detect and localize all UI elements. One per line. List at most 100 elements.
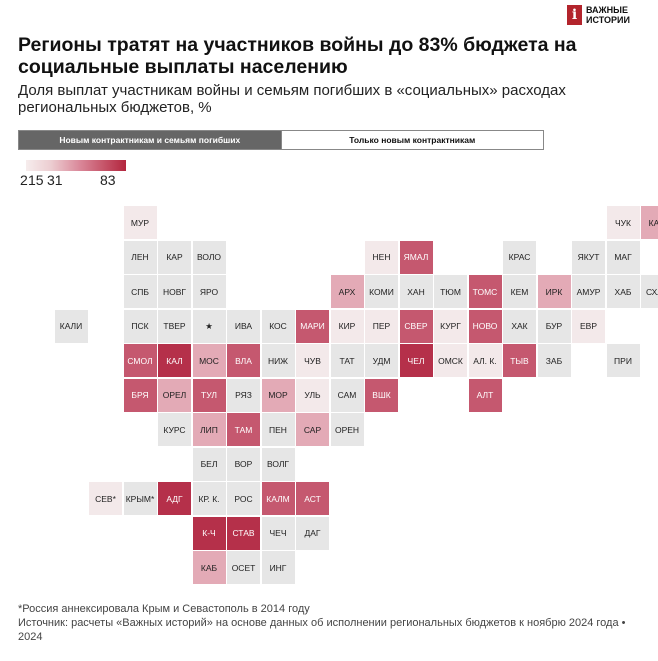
region-tile[interactable]: ★: [192, 309, 226, 343]
region-tile[interactable]: РЯЗ: [227, 378, 260, 412]
region-tile[interactable]: ДАГ: [296, 516, 329, 550]
region-tile[interactable]: ХАБ: [606, 275, 640, 308]
brand-name: ВАЖНЫЕ ИСТОРИИ: [586, 5, 630, 25]
region-tile[interactable]: КР. К.: [192, 482, 226, 515]
map-title: Регионы тратят на участников войны до 83…: [18, 34, 577, 78]
map-subtitle: Доля выплат участникам войны и семьям по…: [18, 82, 566, 116]
region-tile[interactable]: ПРИ: [606, 344, 640, 377]
region-tile[interactable]: ЗАБ: [537, 344, 571, 377]
region-tile[interactable]: ТВЕР: [158, 309, 191, 343]
region-tile[interactable]: СХЛН: [641, 275, 658, 308]
region-tile[interactable]: КИР: [330, 309, 364, 343]
region-tile[interactable]: ПСК: [123, 309, 157, 343]
region-tile[interactable]: САМ: [330, 378, 364, 412]
region-tile[interactable]: КАЛ: [158, 344, 191, 377]
region-tile[interactable]: ТЫВ: [503, 344, 536, 377]
region-tile[interactable]: ВШК: [365, 378, 398, 412]
region-tile[interactable]: КОМИ: [365, 275, 398, 308]
region-tile[interactable]: РОС: [227, 482, 260, 515]
region-tile[interactable]: АМУР: [572, 275, 605, 308]
region-tile[interactable]: МАГ: [606, 240, 640, 274]
region-tile[interactable]: НОВГ: [158, 275, 191, 308]
region-tile[interactable]: ТОМС: [468, 275, 502, 308]
region-tile[interactable]: СЕВ*: [89, 482, 122, 515]
region-tile[interactable]: СПБ: [123, 275, 157, 308]
footnotes: *Россия аннексировала Крым и Севастополь…: [18, 602, 628, 644]
color-legend: 2 15 31 83: [18, 160, 128, 190]
region-tile[interactable]: КАР: [158, 240, 191, 274]
region-tile[interactable]: НОВО: [468, 309, 502, 343]
region-tile[interactable]: ОРЕН: [330, 413, 364, 446]
region-tile[interactable]: АСТ: [296, 482, 329, 515]
region-tile[interactable]: ИНГ: [261, 551, 295, 584]
brand-logo: i ВАЖНЫЕ ИСТОРИИ: [567, 5, 642, 25]
region-tile[interactable]: КАЛМ: [261, 482, 295, 515]
region-tile[interactable]: ОМСК: [434, 344, 467, 377]
annexation-note: *Россия аннексировала Крым и Севастополь…: [18, 603, 310, 615]
region-tile[interactable]: ВОР: [227, 447, 260, 481]
region-tile[interactable]: БРЯ: [123, 378, 157, 412]
region-tile[interactable]: КРЫМ*: [123, 482, 157, 515]
region-tile[interactable]: ЯРО: [192, 275, 226, 308]
region-tile[interactable]: МОР: [261, 378, 295, 412]
region-tile[interactable]: ХАК: [503, 309, 536, 343]
region-tile[interactable]: ВЛА: [227, 344, 260, 377]
region-tile[interactable]: ЛЕН: [123, 240, 157, 274]
region-tile[interactable]: ЧУВ: [296, 344, 329, 377]
region-tile[interactable]: АЛ. К.: [468, 344, 502, 377]
region-tile[interactable]: ЛИП: [192, 413, 226, 446]
region-tile[interactable]: ТЮМ: [434, 275, 467, 308]
tab-new-contractors-only[interactable]: Только новым контрактникам: [280, 131, 543, 149]
region-tile[interactable]: ПЕН: [261, 413, 295, 446]
region-tile[interactable]: СВЕР: [399, 309, 433, 343]
legend-gradient: [26, 160, 126, 171]
region-tile[interactable]: ВОЛГ: [261, 447, 295, 481]
source-note: Источник: расчеты «Важных историй» на ос…: [18, 617, 626, 643]
tab-contractors-and-families[interactable]: Новым контрактникам и семьям погибших: [19, 131, 281, 149]
region-tile[interactable]: СТАВ: [227, 516, 260, 550]
region-tile[interactable]: НЕН: [365, 240, 398, 274]
region-tile[interactable]: К-Ч: [192, 516, 226, 550]
region-tile[interactable]: МОС: [192, 344, 226, 377]
region-tile[interactable]: ТАМ: [227, 413, 260, 446]
region-tile[interactable]: ПЕР: [365, 309, 398, 343]
region-tile[interactable]: КУРС: [158, 413, 191, 446]
region-tile[interactable]: АЛТ: [468, 378, 502, 412]
region-tile[interactable]: МУР: [123, 206, 157, 239]
region-tile[interactable]: ЕВР: [572, 309, 605, 343]
region-tile[interactable]: ИВА: [227, 309, 260, 343]
region-tile[interactable]: ОРЕЛ: [158, 378, 191, 412]
region-tile[interactable]: ОСЕТ: [227, 551, 260, 584]
region-tile[interactable]: КАМ: [641, 206, 658, 239]
region-tile[interactable]: АРХ: [330, 275, 364, 308]
view-tabs: Новым контрактникам и семьям погибших То…: [18, 130, 544, 150]
region-tile[interactable]: КАБ: [192, 551, 226, 584]
region-tile[interactable]: СМОЛ: [123, 344, 157, 377]
region-tile[interactable]: КУРГ: [434, 309, 467, 343]
region-tile[interactable]: АДГ: [158, 482, 191, 515]
region-tile[interactable]: ЧЕЛ: [399, 344, 433, 377]
legend-label-min: 2: [20, 172, 28, 188]
region-tile[interactable]: ВОЛО: [192, 240, 226, 274]
region-tile[interactable]: ХАН: [399, 275, 433, 308]
region-tile[interactable]: ЯМАЛ: [399, 240, 433, 274]
region-tile[interactable]: ТАТ: [330, 344, 364, 377]
region-tile[interactable]: МАРИ: [296, 309, 329, 343]
region-tile[interactable]: ЧУК: [606, 206, 640, 239]
region-tile[interactable]: УЛЬ: [296, 378, 329, 412]
region-tile[interactable]: КЕМ: [503, 275, 536, 308]
region-tile[interactable]: ТУЛ: [192, 378, 226, 412]
legend-label-15: 15: [28, 172, 44, 188]
region-tile[interactable]: УДМ: [365, 344, 398, 377]
region-tile[interactable]: САР: [296, 413, 329, 446]
region-tile[interactable]: КАЛИ: [54, 309, 88, 343]
region-tile[interactable]: КРАС: [503, 240, 536, 274]
region-tile[interactable]: НИЖ: [261, 344, 295, 377]
region-tile[interactable]: ЯКУТ: [572, 240, 605, 274]
region-tile[interactable]: БУР: [537, 309, 571, 343]
region-tile[interactable]: ИРК: [537, 275, 571, 308]
region-tile[interactable]: ЧЕЧ: [261, 516, 295, 550]
region-tile[interactable]: БЕЛ: [192, 447, 226, 481]
region-tile[interactable]: КОС: [261, 309, 295, 343]
